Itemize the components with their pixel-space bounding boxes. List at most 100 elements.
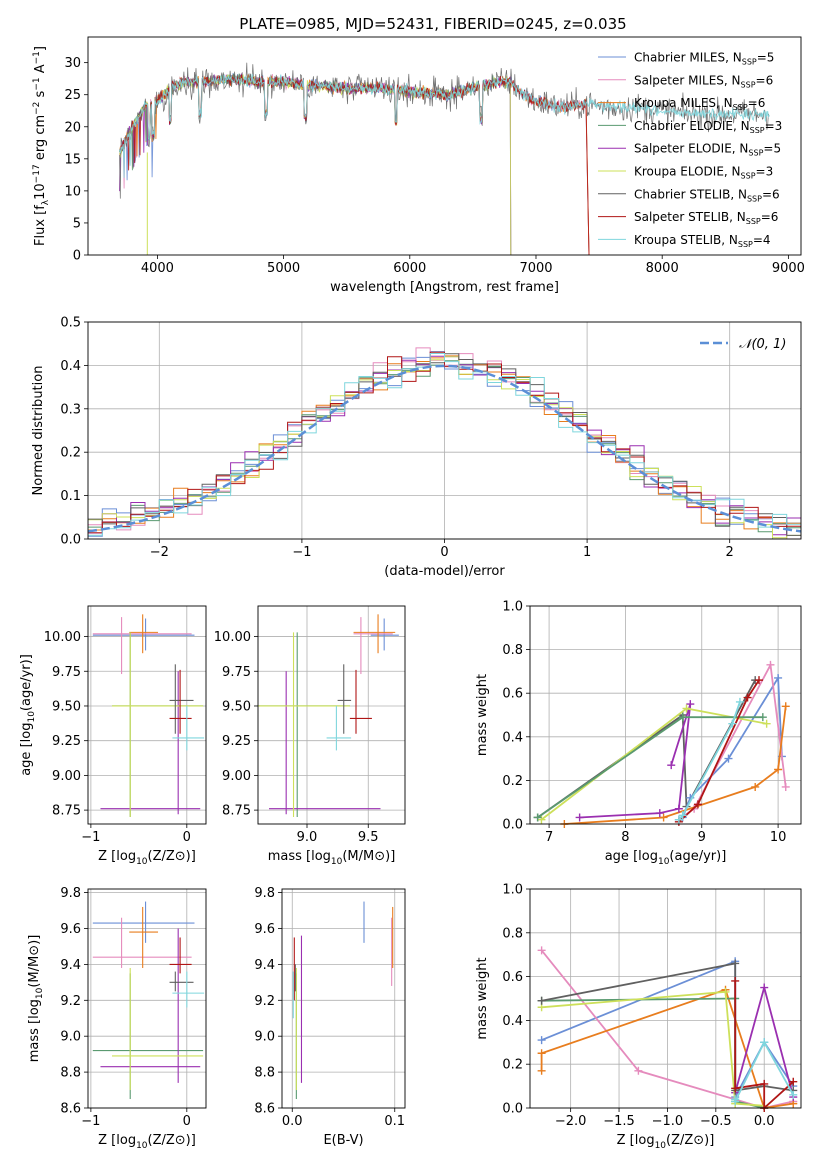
weight-series-line	[681, 674, 783, 818]
mass_vs_Z-xlabel: Z [log10(Z/Z⊙)]	[98, 1133, 196, 1151]
x-tick-label: −1	[81, 1114, 100, 1129]
weight-point-marker	[766, 660, 775, 669]
y-tick-label: 9.4	[60, 958, 81, 973]
y-tick-label: 9.50	[52, 699, 81, 714]
x-tick-label: −0.5	[700, 1114, 732, 1129]
weight_vs_age-ylabel: mass weight	[475, 674, 490, 756]
mass_vs_Z-axes: −1 0 8.6 8.8 9.0 9.2 9.4 9.6 9.8	[60, 886, 206, 1129]
y-tick-label: 0.2	[502, 1058, 523, 1073]
y-tick-label: 0.0	[60, 533, 81, 548]
age_vs_mass-axes: 9.0 9.5 8.75 9.00 9.25 9.50 9.75 10.00	[214, 606, 405, 845]
y-tick-label: 0.2	[60, 446, 81, 461]
y-tick-label: 8.6	[254, 1102, 275, 1117]
weight-point-marker	[537, 946, 546, 955]
y-tick-label: 8.75	[52, 804, 81, 819]
weight-point-marker	[781, 782, 790, 791]
weight-point-marker	[655, 809, 664, 818]
y-tick-label: 0.6	[502, 970, 523, 985]
x-tick-label: 4000	[141, 261, 174, 276]
y-tick-label: 0.6	[502, 687, 523, 702]
mass_vs_Z-frame	[87, 888, 207, 1109]
y-tick-label: 10	[64, 184, 81, 199]
legend-entry-label: Kroupa ELODIE, NSSP=3	[634, 165, 773, 181]
weight-point-marker	[755, 676, 764, 685]
weight-point-marker	[575, 813, 584, 822]
mass_vs_Z-points	[92, 901, 205, 1100]
spectrum-axes: 4000 5000 6000 7000 8000 9000 0 5 10 15 20 25 30	[64, 56, 804, 276]
weight-point-marker	[774, 673, 783, 682]
x-tick-label: 10	[770, 830, 787, 845]
legend-entry-label: 𝒩(0, 1)	[739, 337, 786, 352]
weight-point-marker	[537, 996, 546, 1005]
weight_vs_age-xlabel: age [log10(age/yr)]	[605, 849, 727, 867]
legend-entry-label: Kroupa STELIB, NSSP=4	[634, 233, 771, 249]
y-tick-label: 8.8	[60, 1066, 81, 1081]
weight-series-line	[678, 661, 787, 821]
spectrum-series-line	[119, 74, 590, 255]
weight-point-marker	[731, 1084, 740, 1093]
weight-point-marker	[693, 800, 702, 809]
x-tick-label: −2	[150, 545, 169, 560]
residuals-histograms	[88, 347, 801, 539]
x-tick-label: 0	[183, 1114, 191, 1129]
weight-point-marker	[760, 1038, 769, 1047]
spectrum-series-line	[119, 74, 512, 255]
y-tick-label: 10.00	[214, 630, 251, 645]
age_vs_Z-ylabel: age [log10(age/yr)]	[19, 654, 37, 776]
y-tick-label: 25	[64, 88, 81, 103]
mass_vs_EBV-frame	[281, 888, 406, 1109]
weight-series-line	[678, 701, 741, 821]
x-tick-label: 0.1	[384, 1114, 405, 1129]
age_vs_mass-frame	[257, 605, 406, 825]
y-tick-label: 9.75	[52, 665, 81, 680]
age_vs_Z-points	[92, 614, 205, 818]
y-tick-label: 9.8	[60, 886, 81, 901]
x-tick-label: 7000	[519, 261, 552, 276]
y-tick-label: 8.8	[254, 1066, 275, 1081]
weight_vs_Z-xlabel: Z [log10(Z/Z⊙)]	[617, 1133, 715, 1151]
weight-point-marker	[537, 1036, 546, 1045]
y-tick-label: 0.4	[502, 730, 523, 745]
mass_vs_EBV-axes: 0.0 0.1 8.6 8.8 9.0 9.2 9.4 9.6 9.8	[254, 886, 405, 1129]
y-tick-label: 9.2	[254, 994, 275, 1009]
spectrum-legend: Chabrier MILES, NSSP=5 Salpeter MILES, NS…	[598, 51, 782, 249]
weight-point-marker	[674, 815, 683, 824]
y-tick-label: 0.5	[60, 316, 81, 331]
weight-point-marker	[686, 700, 695, 709]
spectrum-series-line	[119, 72, 590, 255]
x-tick-label: 9.0	[297, 830, 318, 845]
weight-series-line	[678, 679, 760, 823]
weight-point-marker	[760, 1079, 769, 1088]
legend-entry-label: Salpeter MILES, NSSP=6	[634, 73, 773, 89]
residuals-legend: 𝒩(0, 1)	[700, 337, 786, 352]
y-tick-label: 30	[64, 56, 81, 71]
y-tick-label: 0.2	[502, 774, 523, 789]
weight-point-marker	[731, 976, 740, 985]
weight-point-marker	[634, 1066, 643, 1075]
x-tick-label: −1.0	[652, 1114, 684, 1129]
y-tick-label: 9.25	[222, 734, 251, 749]
x-tick-label: 6000	[393, 261, 426, 276]
residuals-frame	[87, 321, 802, 540]
y-tick-label: 8.6	[60, 1102, 81, 1117]
y-tick-label: 9.00	[222, 769, 251, 784]
weight-point-marker	[721, 987, 730, 996]
x-tick-label: 9.5	[358, 830, 379, 845]
x-tick-label: 5000	[267, 261, 300, 276]
weight-series-line	[541, 990, 765, 1107]
spectrum-lines	[119, 62, 770, 255]
weight-point-marker	[760, 983, 769, 992]
x-tick-label: −1.5	[603, 1114, 635, 1129]
y-tick-label: 9.0	[254, 1030, 275, 1045]
y-tick-label: 9.6	[254, 922, 275, 937]
y-tick-label: 9.50	[222, 699, 251, 714]
weight-series-line	[540, 949, 794, 1109]
y-tick-label: 9.25	[52, 734, 81, 749]
weight_vs_age-series	[533, 660, 790, 828]
x-tick-label: −1	[81, 830, 100, 845]
y-tick-label: 0.4	[60, 359, 81, 374]
weight-point-marker	[724, 754, 733, 763]
weight-point-marker	[537, 1049, 546, 1058]
weight-point-marker	[735, 697, 744, 706]
weight_vs_age-frame	[529, 605, 802, 825]
